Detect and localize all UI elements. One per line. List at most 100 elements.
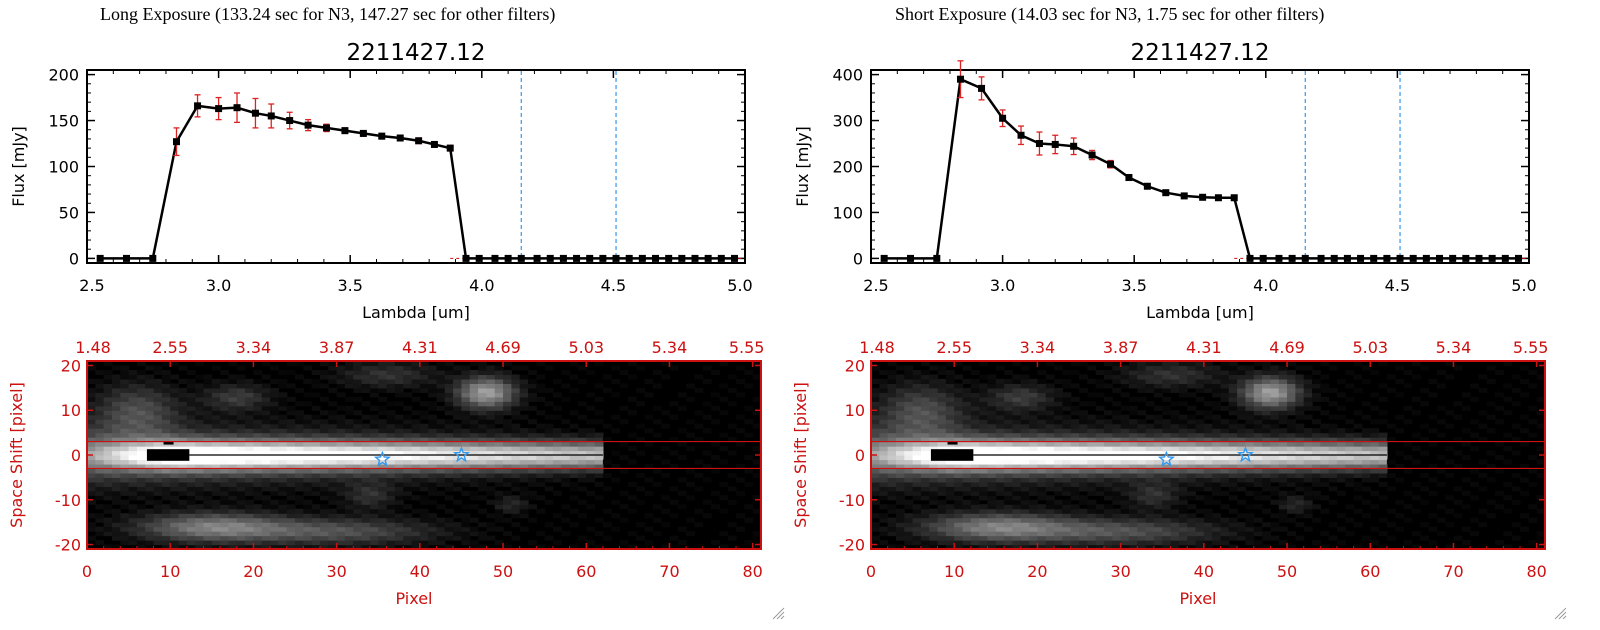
image-pixel [970,369,980,376]
image-pixel [220,495,230,501]
image-pixel [311,490,321,496]
image-pixel [336,477,346,483]
image-pixel [1095,508,1105,514]
image-pixel [652,369,662,376]
image-pixel [1079,450,1088,456]
image-pixel [1029,517,1039,523]
image-pixel [1220,387,1230,393]
image-pixel [286,419,296,425]
image-pixel [1270,419,1280,425]
image-pixel [336,468,346,474]
image-pixel [295,361,304,367]
image-pixel [228,481,238,487]
image-pixel [1203,374,1213,380]
image-pixel [1320,428,1330,434]
image-pixel [361,378,371,384]
image-pixel [652,504,662,510]
image-pixel [611,513,621,519]
image-pixel [228,495,238,501]
image-pixel [478,522,488,528]
image-pixel [1295,428,1305,434]
image-pixel [311,544,321,550]
image-pixel [95,423,105,429]
image-pixel [1020,472,1030,478]
image-pixel [1137,365,1147,371]
image-pixel [1212,477,1222,483]
image-pixel [895,392,905,398]
image-pixel [87,437,96,443]
image-pixel [486,387,496,393]
image-pixel [311,459,321,465]
image-pixel [1187,513,1197,519]
image-pixel [394,401,404,407]
image-pixel [261,361,271,367]
image-pixel [1137,455,1147,461]
image-pixel [1004,495,1014,501]
image-pixel [111,419,121,425]
image-pixel [1145,432,1155,438]
flux-data-point [323,124,331,132]
image-pixel [937,531,947,537]
image-pixel [95,378,105,384]
image-pixel [937,481,947,487]
image-pixel [128,463,138,470]
image-pixel [519,387,529,393]
image-pixel [569,374,579,380]
image-pixel [153,369,163,376]
image-pixel [1153,477,1163,483]
image-pixel [461,513,471,519]
image-pixel [528,540,537,546]
image-pixel [311,513,321,519]
image-pixel [511,387,521,393]
image-pixel [937,423,947,429]
image-pixel [1287,432,1296,438]
image-pixel [1370,477,1380,483]
image-pixel [295,544,304,550]
image-pixel [962,428,972,434]
image-pixel [627,508,637,514]
image-pixel [1004,423,1014,429]
image-pixel [1228,365,1238,371]
image-pixel [1195,486,1205,492]
image-pixel [895,374,905,380]
image-pixel [1228,508,1238,514]
image-pixel [1020,401,1030,407]
image-pixel [295,472,304,478]
image-pixel [1220,437,1230,443]
image-pixel [577,472,587,478]
image-pixel [1287,508,1296,514]
image-pixel [1095,446,1105,452]
image-pixel [1070,477,1080,483]
image-pixel [1187,392,1197,398]
image-pixel [1012,401,1022,407]
image-pixel [494,446,504,452]
image-pixel [920,419,930,425]
image-pixel [871,522,880,528]
image-pixel [211,472,221,478]
image-pixel [1145,517,1155,523]
image-pixel [211,490,221,496]
image-pixel [1287,481,1296,487]
image-pixel [228,392,238,398]
image-pixel [511,423,521,429]
image-pixel [661,508,671,514]
image-pixel [1137,428,1147,434]
image-pixel [1220,472,1230,478]
image-pixel [378,410,388,416]
image-pixel [87,526,96,532]
image-pixel [962,459,972,465]
flux-data-point [517,254,525,262]
image-pixel [286,383,296,389]
image-pixel [702,463,712,470]
image-pixel [286,410,296,416]
image-pixel [236,463,246,470]
image-pixel [1045,535,1055,541]
image-pixel [453,526,463,532]
image-pixel [128,410,138,416]
image-pixel [1378,463,1388,470]
image-pixel [311,522,321,528]
image-pixel [261,405,271,411]
image-pixel [1128,513,1138,519]
image-pixel [661,446,671,452]
image-pixel [544,477,554,483]
